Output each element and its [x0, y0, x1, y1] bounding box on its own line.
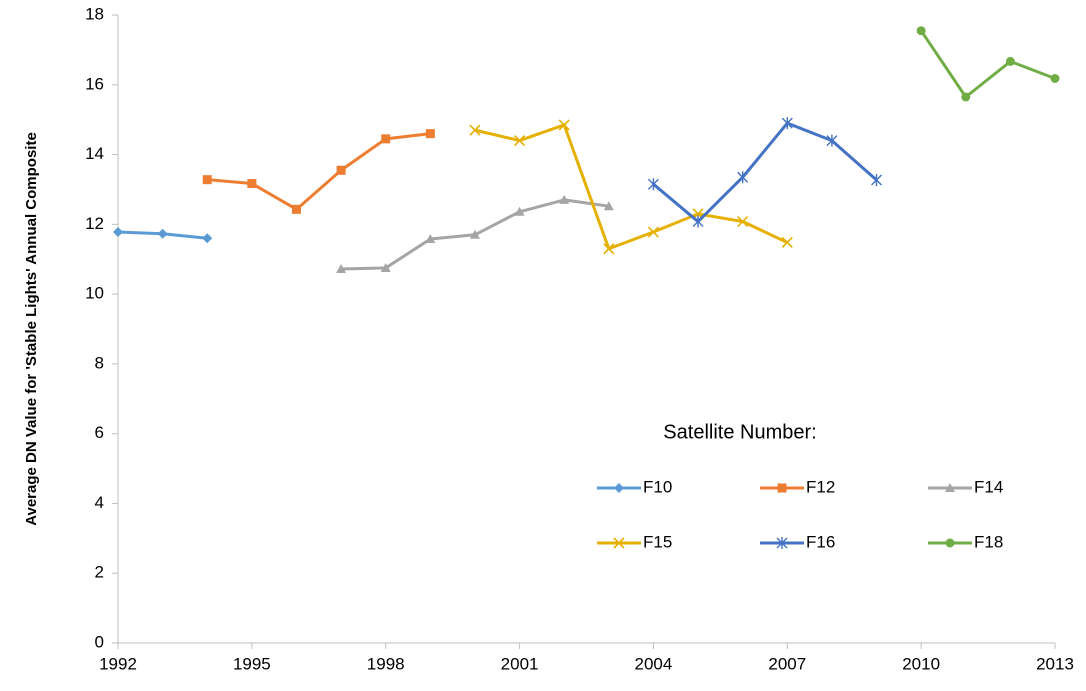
marker — [777, 483, 787, 493]
x-tick-label: 1998 — [367, 654, 405, 673]
x-tick-label: 1995 — [233, 654, 271, 673]
y-tick-label: 4 — [95, 493, 104, 512]
y-tick-label: 8 — [95, 353, 104, 372]
marker — [945, 483, 955, 492]
marker — [381, 134, 391, 144]
marker — [336, 263, 347, 273]
marker — [603, 243, 615, 255]
y-tick-label: 10 — [85, 284, 104, 303]
marker — [647, 178, 659, 191]
y-tick-label: 14 — [85, 144, 104, 163]
marker — [469, 229, 480, 239]
y-tick-label: 16 — [85, 74, 104, 93]
x-tick-label: 2013 — [1036, 654, 1074, 673]
marker — [776, 537, 788, 549]
marker — [157, 228, 168, 239]
marker — [961, 92, 971, 102]
marker — [871, 174, 883, 187]
x-tick-label: 2007 — [768, 654, 806, 673]
marker — [647, 226, 659, 238]
marker — [1005, 56, 1015, 66]
legend-label: F18 — [974, 532, 1003, 551]
y-tick-label: 18 — [85, 4, 104, 23]
marker — [603, 201, 614, 211]
x-tick-label: 1992 — [99, 654, 137, 673]
marker — [514, 135, 526, 147]
marker — [613, 537, 625, 549]
marker — [692, 215, 704, 228]
marker — [514, 206, 525, 216]
legend-label: F15 — [643, 532, 672, 551]
marker — [247, 179, 257, 189]
legend-label: F10 — [643, 477, 672, 496]
x-tick-label: 2001 — [501, 654, 539, 673]
series-line — [919, 29, 1056, 99]
marker — [558, 119, 570, 131]
marker — [425, 233, 436, 243]
marker — [559, 194, 570, 204]
series-line — [652, 121, 878, 224]
series-line — [207, 132, 431, 211]
marker — [425, 129, 435, 139]
marker — [916, 26, 926, 36]
legend-label: F16 — [806, 532, 835, 551]
marker — [113, 227, 123, 238]
marker — [291, 204, 301, 214]
marker — [781, 236, 793, 249]
y-tick-label: 6 — [95, 423, 104, 442]
marker — [1050, 73, 1060, 83]
marker — [336, 165, 346, 175]
marker — [614, 483, 624, 493]
y-tick-label: 0 — [95, 632, 104, 651]
marker — [945, 538, 955, 548]
legend-label: F12 — [806, 477, 835, 496]
marker — [737, 215, 749, 228]
marker — [469, 124, 481, 136]
x-tick-label: 2010 — [902, 654, 940, 673]
legend-title: Satellite Number: — [663, 421, 816, 443]
legend-label: F14 — [974, 477, 1003, 496]
marker — [202, 233, 213, 244]
y-tick-label: 2 — [95, 563, 104, 582]
y-tick-label: 12 — [85, 214, 104, 233]
marker — [781, 117, 793, 130]
marker — [826, 134, 838, 147]
marker — [737, 171, 749, 184]
series-line — [474, 123, 788, 251]
y-axis-label: Average DN Value for 'Stable Lights' Ann… — [23, 132, 40, 526]
marker — [202, 175, 212, 185]
marker — [380, 262, 391, 272]
x-tick-label: 2004 — [635, 654, 673, 673]
